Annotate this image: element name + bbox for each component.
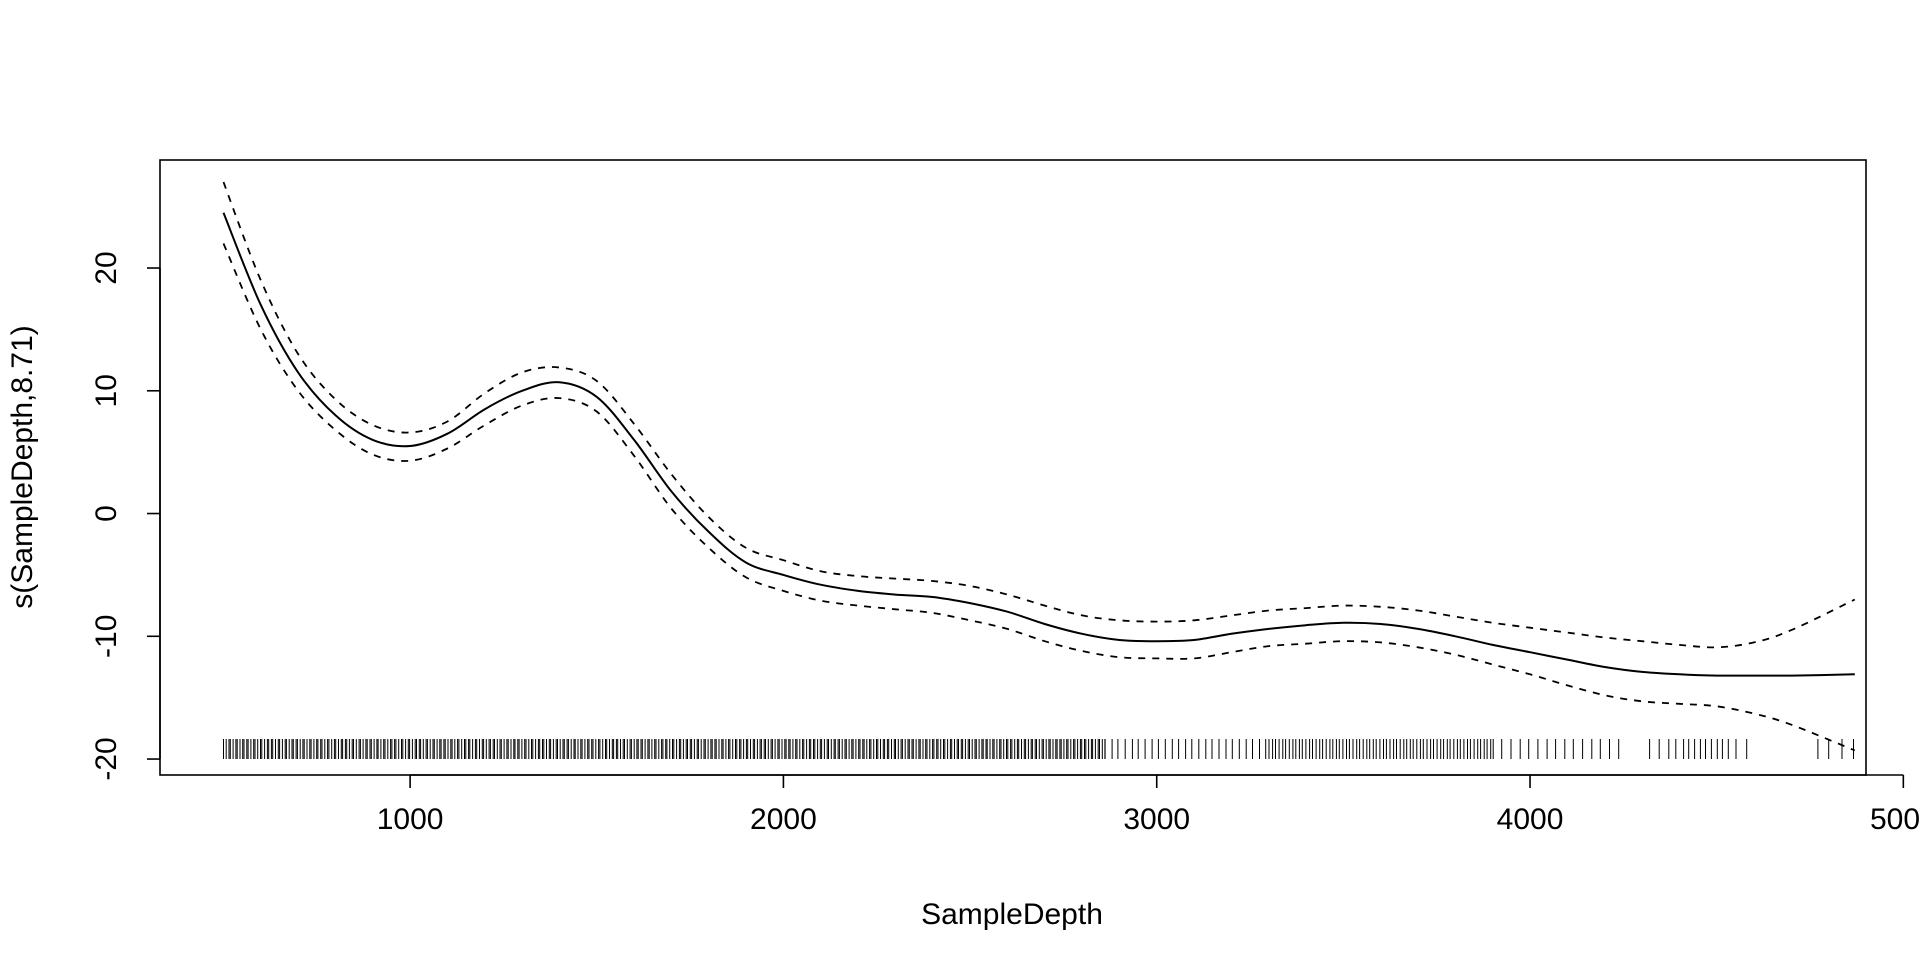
x-tick-label: 2000 (750, 803, 817, 836)
y-tick-label: -20 (90, 737, 123, 780)
y-tick-label: 0 (90, 505, 123, 522)
x-tick-label: 5000 (1870, 803, 1920, 836)
x-tick-label: 1000 (377, 803, 444, 836)
y-tick-label: 20 (90, 251, 123, 284)
x-axis: 1000 2000 3000 4000 5000 (377, 774, 1920, 836)
x-tick-label: 3000 (1123, 803, 1190, 836)
lower-confidence-band (222, 243, 1856, 752)
x-tick-label: 4000 (1497, 803, 1564, 836)
smooth-fit-line (222, 212, 1855, 677)
x-axis-label: SampleDepth (921, 898, 1103, 931)
y-axis: -20 -10 0 10 20 (90, 251, 161, 781)
confidence-bands (222, 181, 1856, 752)
y-tick-label: -10 (90, 615, 123, 658)
rug-marks (223, 739, 1854, 759)
y-axis-label: s(SampleDepth,8.71) (6, 325, 39, 608)
y-tick-label: 10 (90, 374, 123, 407)
upper-confidence-band (222, 181, 1856, 649)
smooth-fit (222, 212, 1855, 677)
